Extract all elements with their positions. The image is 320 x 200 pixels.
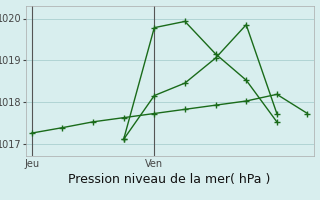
X-axis label: Pression niveau de la mer( hPa ): Pression niveau de la mer( hPa ) [68, 173, 271, 186]
